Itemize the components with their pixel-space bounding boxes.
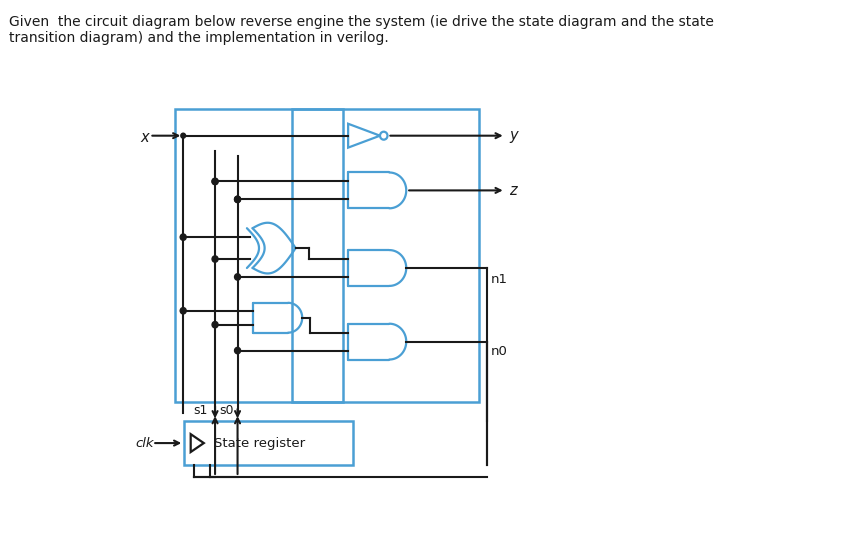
Text: s1: s1 [193, 404, 207, 417]
Circle shape [234, 196, 240, 202]
Circle shape [234, 196, 240, 202]
Circle shape [212, 256, 218, 262]
Text: Given  the circuit diagram below reverse engine the system (ie drive the state d: Given the circuit diagram below reverse … [9, 15, 714, 29]
Circle shape [180, 308, 187, 314]
Circle shape [234, 348, 240, 354]
Circle shape [234, 274, 240, 280]
Circle shape [212, 321, 218, 328]
Circle shape [181, 133, 186, 138]
Text: s0: s0 [219, 404, 233, 417]
Text: clk: clk [135, 437, 154, 450]
Circle shape [180, 234, 187, 240]
Text: n1: n1 [491, 273, 508, 286]
Circle shape [212, 178, 218, 185]
Text: n0: n0 [491, 345, 508, 358]
Bar [184, 421, 353, 465]
Text: x: x [140, 130, 149, 145]
Text: y: y [509, 128, 518, 143]
Text: transition diagram) and the implementation in verilog.: transition diagram) and the implementati… [9, 31, 389, 45]
Circle shape [212, 178, 218, 185]
Bar [175, 109, 343, 402]
Text: State register: State register [214, 437, 305, 450]
Bar [292, 109, 480, 402]
Text: z: z [509, 183, 517, 198]
